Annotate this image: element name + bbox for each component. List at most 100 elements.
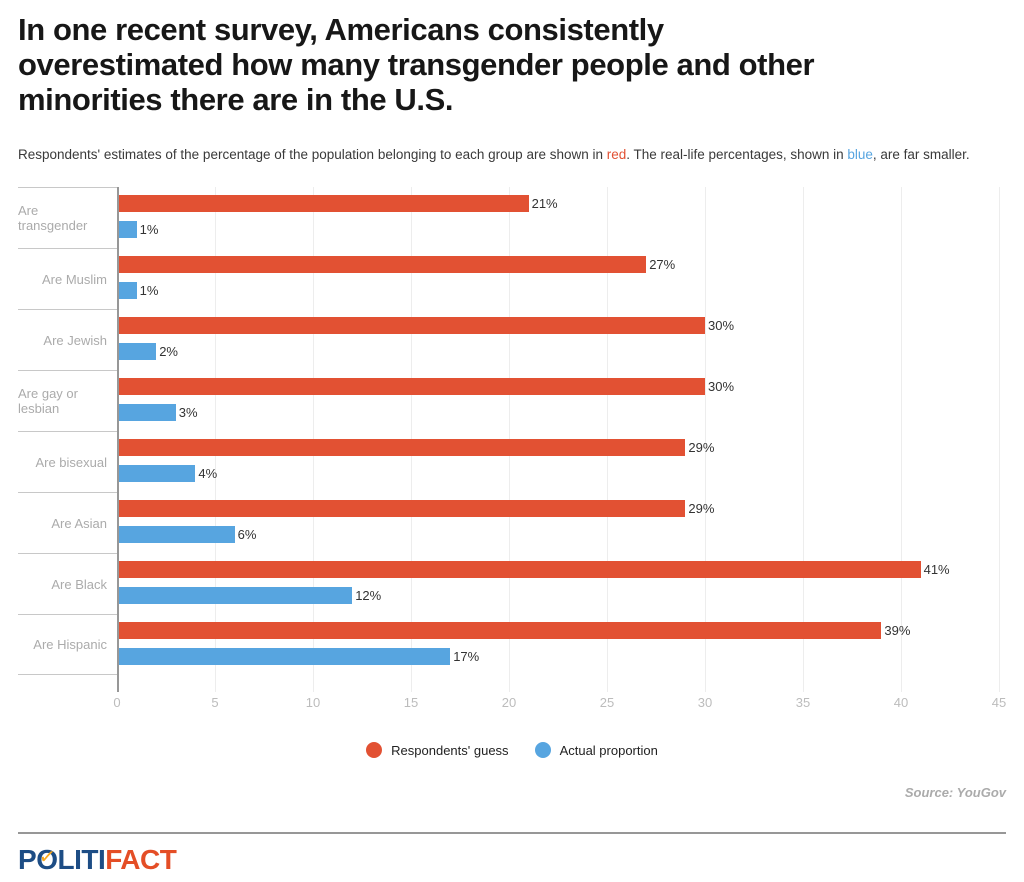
bar-value-label: 1% (139, 222, 159, 237)
subtitle-text: , are far smaller. (872, 147, 970, 162)
bar-group: 30% 2% (117, 309, 1006, 370)
bar-value-label: 12% (355, 588, 382, 603)
bar-actual-proportion[interactable]: 1% (117, 282, 158, 299)
bar-group: 29% 4% (117, 431, 1006, 492)
logo-o-char: O (36, 844, 58, 875)
category-label: Are Jewish (18, 309, 117, 370)
x-tick-label: 25 (599, 695, 615, 710)
bar-group: 21% 1% (117, 187, 1006, 248)
bar-value-label: 29% (688, 440, 715, 455)
legend-label: Respondents' guess (391, 742, 509, 758)
x-tick-label: 10 (305, 695, 321, 710)
subtitle-blue-word: blue (847, 147, 873, 162)
bar-value-label: 30% (708, 318, 735, 333)
y-axis-line (117, 187, 119, 692)
bar-group: 39% 17% (117, 614, 1006, 675)
legend-dot (534, 742, 551, 758)
category-label-text: Are Hispanic (33, 637, 107, 652)
gridline (999, 187, 1000, 692)
check-icon: ✓ (37, 845, 57, 870)
bar-respondents-guess[interactable]: 30% (117, 317, 734, 334)
subtitle-red-word: red (606, 147, 627, 162)
legend-item: Respondents' guess (366, 742, 509, 758)
politifact-logo[interactable]: PO ✓ LITIFACT (18, 845, 1006, 875)
category-label-text: Are gay or lesbian (18, 386, 78, 416)
category-label-text: Are transgender (18, 203, 88, 233)
bar-respondents-guess[interactable]: 29% (117, 439, 714, 456)
category-label: Are Muslim (18, 248, 117, 309)
bar-respondents-guess[interactable]: 41% (117, 561, 950, 578)
bar-actual-proportion[interactable]: 17% (117, 648, 479, 665)
legend-label: Actual proportion (559, 742, 658, 758)
logo-letters-liti: LITI (57, 844, 106, 875)
bar-respondents-guess[interactable]: 29% (117, 500, 714, 517)
gridline (705, 187, 706, 692)
bar-group: 41% 12% (117, 553, 1006, 614)
bar-actual-proportion[interactable]: 6% (117, 526, 256, 543)
x-tick-label: 5 (211, 695, 219, 710)
footer-divider (18, 832, 1006, 834)
legend-dot (366, 742, 383, 758)
bar-respondents-guess[interactable]: 30% (117, 378, 734, 395)
chart-row: Are Muslim 27% 1% (18, 248, 1006, 309)
bar-value-label: 2% (159, 344, 178, 359)
category-label-text: Are Muslim (41, 271, 107, 287)
page-title: In one recent survey, Americans consiste… (18, 12, 1006, 117)
x-tick-label: 45 (991, 695, 1007, 710)
bar-respondents-guess[interactable]: 21% (117, 195, 558, 212)
bar-value-label: 41% (923, 562, 950, 577)
chart-legend: Respondents' guess Actual proportion (18, 742, 1006, 758)
chart-row: Are Black 41% 12% (18, 553, 1006, 614)
x-tick-label: 20 (501, 695, 517, 710)
category-label: Are Black (18, 553, 117, 614)
category-label: Are transgender (18, 187, 117, 248)
bar-actual-proportion[interactable]: 1% (117, 221, 158, 238)
chart-row: Are gay or lesbian 30% 3% (18, 370, 1006, 431)
title-line: minorities there are in the U.S. (18, 82, 454, 117)
subtitle-text: . The real-life percentages, shown in (626, 147, 848, 162)
title-line: In one recent survey, Americans consiste… (18, 12, 664, 47)
category-label-text: Are bisexual (35, 454, 107, 470)
bar-value-label: 30% (708, 379, 735, 394)
chart-subtitle: Respondents' estimates of the percentage… (18, 146, 1006, 163)
logo-letter-p: P (18, 844, 37, 875)
bar-actual-proportion[interactable]: 12% (117, 587, 381, 604)
source-credit: Source: YouGov (904, 785, 1006, 800)
category-label-text: Are Black (51, 576, 107, 592)
bar-actual-proportion[interactable]: 3% (117, 404, 198, 421)
category-label-text: Are Asian (51, 515, 107, 531)
bar-respondents-guess[interactable]: 27% (117, 256, 675, 273)
chart-row: Are Jewish 30% 2% (18, 309, 1006, 370)
category-label-text: Are Jewish (43, 332, 107, 348)
chart-rows: Are transgender 21% 1% Are Muslim 27% 1% Are J… (18, 187, 1006, 675)
bar-actual-proportion[interactable]: 4% (117, 465, 217, 482)
bar-value-label: 21% (531, 196, 558, 211)
x-tick-label: 0 (113, 695, 121, 710)
chart-row: Are Hispanic 39% 17% (18, 614, 1006, 675)
bar-chart: Are transgender 21% 1% Are Muslim 27% 1% Are J… (18, 187, 1006, 718)
subtitle-text: Respondents' estimates of the percentage… (18, 147, 607, 162)
bar-group: 29% 6% (117, 492, 1006, 553)
chart-row: Are transgender 21% 1% (18, 187, 1006, 248)
gridline (901, 187, 902, 692)
bar-actual-proportion[interactable]: 2% (117, 343, 178, 360)
category-label: Are gay or lesbian (18, 370, 117, 431)
logo-letter-o: O ✓ (36, 844, 58, 875)
x-tick-label: 30 (697, 695, 713, 710)
bar-respondents-guess[interactable]: 39% (117, 622, 910, 639)
category-label: Are Asian (18, 492, 117, 553)
chart-row: Are Asian 29% 6% (18, 492, 1006, 553)
bar-value-label: 4% (198, 466, 218, 481)
bar-value-label: 29% (688, 501, 715, 516)
x-tick-label: 40 (893, 695, 909, 710)
gridline (803, 187, 804, 692)
bar-value-label: 6% (237, 527, 257, 542)
category-label: Are bisexual (18, 431, 117, 492)
title-line: overestimated how many transgender peopl… (18, 47, 815, 82)
chart-row: Are bisexual 29% 4% (18, 431, 1006, 492)
bar-value-label: 39% (884, 623, 911, 638)
bar-value-label: 27% (649, 257, 676, 272)
x-tick-label: 15 (403, 695, 419, 710)
bar-group: 27% 1% (117, 248, 1006, 309)
